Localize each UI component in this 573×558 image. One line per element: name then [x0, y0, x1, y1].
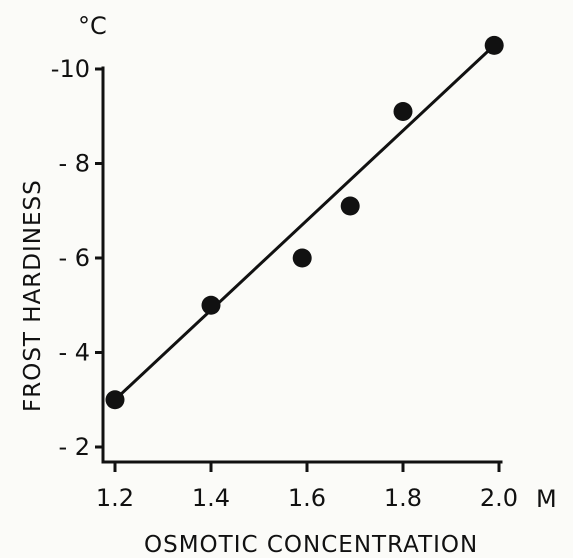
x-axis-title: OSMOTIC CONCENTRATION [144, 532, 478, 558]
x-tick-label: 1.4 [192, 484, 230, 512]
x-tick-label: 2.0 [480, 484, 518, 512]
data-point [105, 390, 125, 410]
data-point [201, 295, 221, 315]
x-ticks: 1.2 1.4 1.6 1.8 2.0 [96, 462, 518, 512]
x-tick-label: 1.6 [288, 484, 326, 512]
x-tick-label: 1.8 [384, 484, 422, 512]
y-tick-label: -10 [51, 55, 90, 83]
data-point [340, 196, 360, 216]
y-axis-title: FROST HARDINESS [20, 179, 46, 412]
y-unit-label: °C [78, 12, 107, 40]
data-point [484, 35, 504, 55]
y-ticks: - 2 - 4 - 6 - 8 -10 [51, 55, 103, 461]
fit-line-group [113, 44, 496, 401]
x-tick-label: 1.2 [96, 484, 134, 512]
y-tick-label: - 8 [58, 150, 90, 178]
y-tick-label: - 4 [58, 339, 90, 367]
x-unit-label: M [536, 485, 557, 513]
y-tick-label: - 6 [58, 244, 90, 272]
data-point [292, 248, 312, 268]
data-point [393, 102, 413, 122]
regression-line [113, 44, 496, 401]
data-points [105, 35, 504, 410]
y-tick-label: - 2 [58, 433, 90, 461]
